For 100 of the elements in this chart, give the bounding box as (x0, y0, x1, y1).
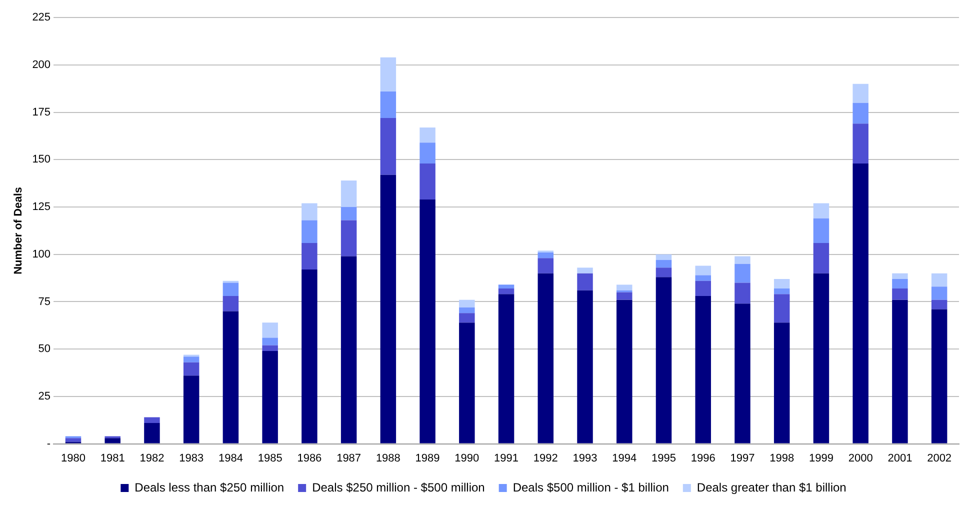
y-tick-label: 225 (32, 12, 51, 24)
bar (144, 417, 160, 423)
bar (262, 350, 278, 444)
x-tick-label: 1996 (690, 452, 716, 464)
x-tick-label: 1999 (808, 452, 834, 464)
bar (931, 273, 948, 287)
bar (577, 273, 593, 290)
bar (813, 203, 830, 218)
bar (380, 174, 396, 444)
x-tick-label: 1991 (494, 452, 519, 464)
x-tick-label: 1995 (652, 452, 676, 464)
bar (774, 288, 790, 294)
x-tick-label: 1987 (336, 452, 362, 464)
y-axis-title: Number of Deals (12, 186, 25, 274)
x-tick-label: 2000 (848, 452, 873, 464)
bar (538, 273, 554, 444)
bar (459, 307, 475, 314)
bar (104, 438, 120, 444)
bar (734, 264, 750, 283)
x-tick-label: 1985 (258, 452, 282, 464)
bar (813, 273, 830, 444)
bar (616, 292, 632, 300)
bar (892, 279, 908, 288)
bar (222, 296, 239, 312)
bar (852, 84, 868, 103)
bar (340, 256, 357, 444)
bar (577, 268, 593, 274)
bar (577, 290, 593, 444)
y-tick-label: 125 (32, 201, 51, 214)
bar (498, 284, 514, 288)
bar (183, 356, 200, 362)
bar (144, 422, 160, 444)
bar (656, 277, 672, 444)
bar (262, 345, 278, 351)
x-tick-label: 1992 (533, 452, 558, 464)
x-tick-label: 2001 (888, 452, 912, 464)
bar (459, 313, 475, 323)
bar (340, 180, 357, 208)
bar (813, 218, 830, 244)
bar (302, 243, 318, 270)
bar (183, 376, 200, 444)
bar (302, 203, 318, 220)
bar (380, 91, 396, 118)
y-tick-label: 25 (38, 390, 51, 402)
bar (262, 338, 278, 346)
x-tick-label: 1988 (376, 452, 400, 464)
bar (459, 300, 475, 308)
bar (420, 127, 436, 143)
bar (262, 322, 278, 338)
x-tick-label: 1986 (297, 452, 322, 464)
x-tick-label: 1983 (179, 452, 204, 464)
legend-label: Deals greater than $1 billion (696, 480, 846, 494)
legend-label: Deals $250 million - $500 million (312, 480, 485, 494)
bar (931, 309, 948, 444)
bar (302, 270, 318, 444)
bar (302, 220, 318, 244)
bar (892, 288, 908, 300)
x-tick-label: 2002 (927, 452, 952, 464)
bar (892, 300, 908, 444)
y-tick-label: - (46, 438, 51, 450)
x-tick-label: 1990 (454, 452, 480, 464)
x-tick-label: 1989 (415, 452, 440, 464)
bar (420, 142, 436, 164)
bar (183, 362, 200, 376)
bar (695, 280, 711, 296)
bar (340, 220, 357, 256)
y-tick-label: 200 (32, 58, 51, 71)
bar (813, 243, 830, 274)
bar (498, 294, 514, 444)
bar (420, 199, 436, 444)
x-tick-label: 1980 (60, 452, 86, 464)
bar (380, 57, 396, 92)
bar (65, 438, 82, 442)
legend-label: Deals less than $250 million (134, 480, 284, 494)
bar (222, 311, 239, 444)
bar (538, 258, 554, 274)
legend-label: Deals $500 million - $1 billion (512, 480, 669, 494)
bar (656, 268, 672, 278)
bar (931, 300, 948, 310)
bar (734, 282, 750, 304)
bar (459, 322, 475, 444)
x-tick-label: 1984 (218, 452, 243, 464)
bar (774, 294, 790, 323)
bar (892, 273, 908, 280)
bar (695, 296, 711, 444)
bar (774, 322, 790, 444)
y-tick-label: 75 (38, 296, 51, 308)
bar (420, 163, 436, 200)
bar (852, 124, 868, 164)
y-tick-label: 50 (38, 343, 51, 356)
y-tick-label: 100 (32, 248, 51, 260)
bar (656, 254, 672, 260)
bar (656, 260, 672, 268)
bar (931, 286, 948, 300)
x-tick-label: 1997 (730, 452, 755, 464)
y-tick-label: 175 (32, 106, 51, 118)
bar (340, 207, 357, 220)
bar (616, 300, 632, 444)
bar (695, 275, 711, 281)
y-tick-label: 150 (32, 154, 51, 166)
